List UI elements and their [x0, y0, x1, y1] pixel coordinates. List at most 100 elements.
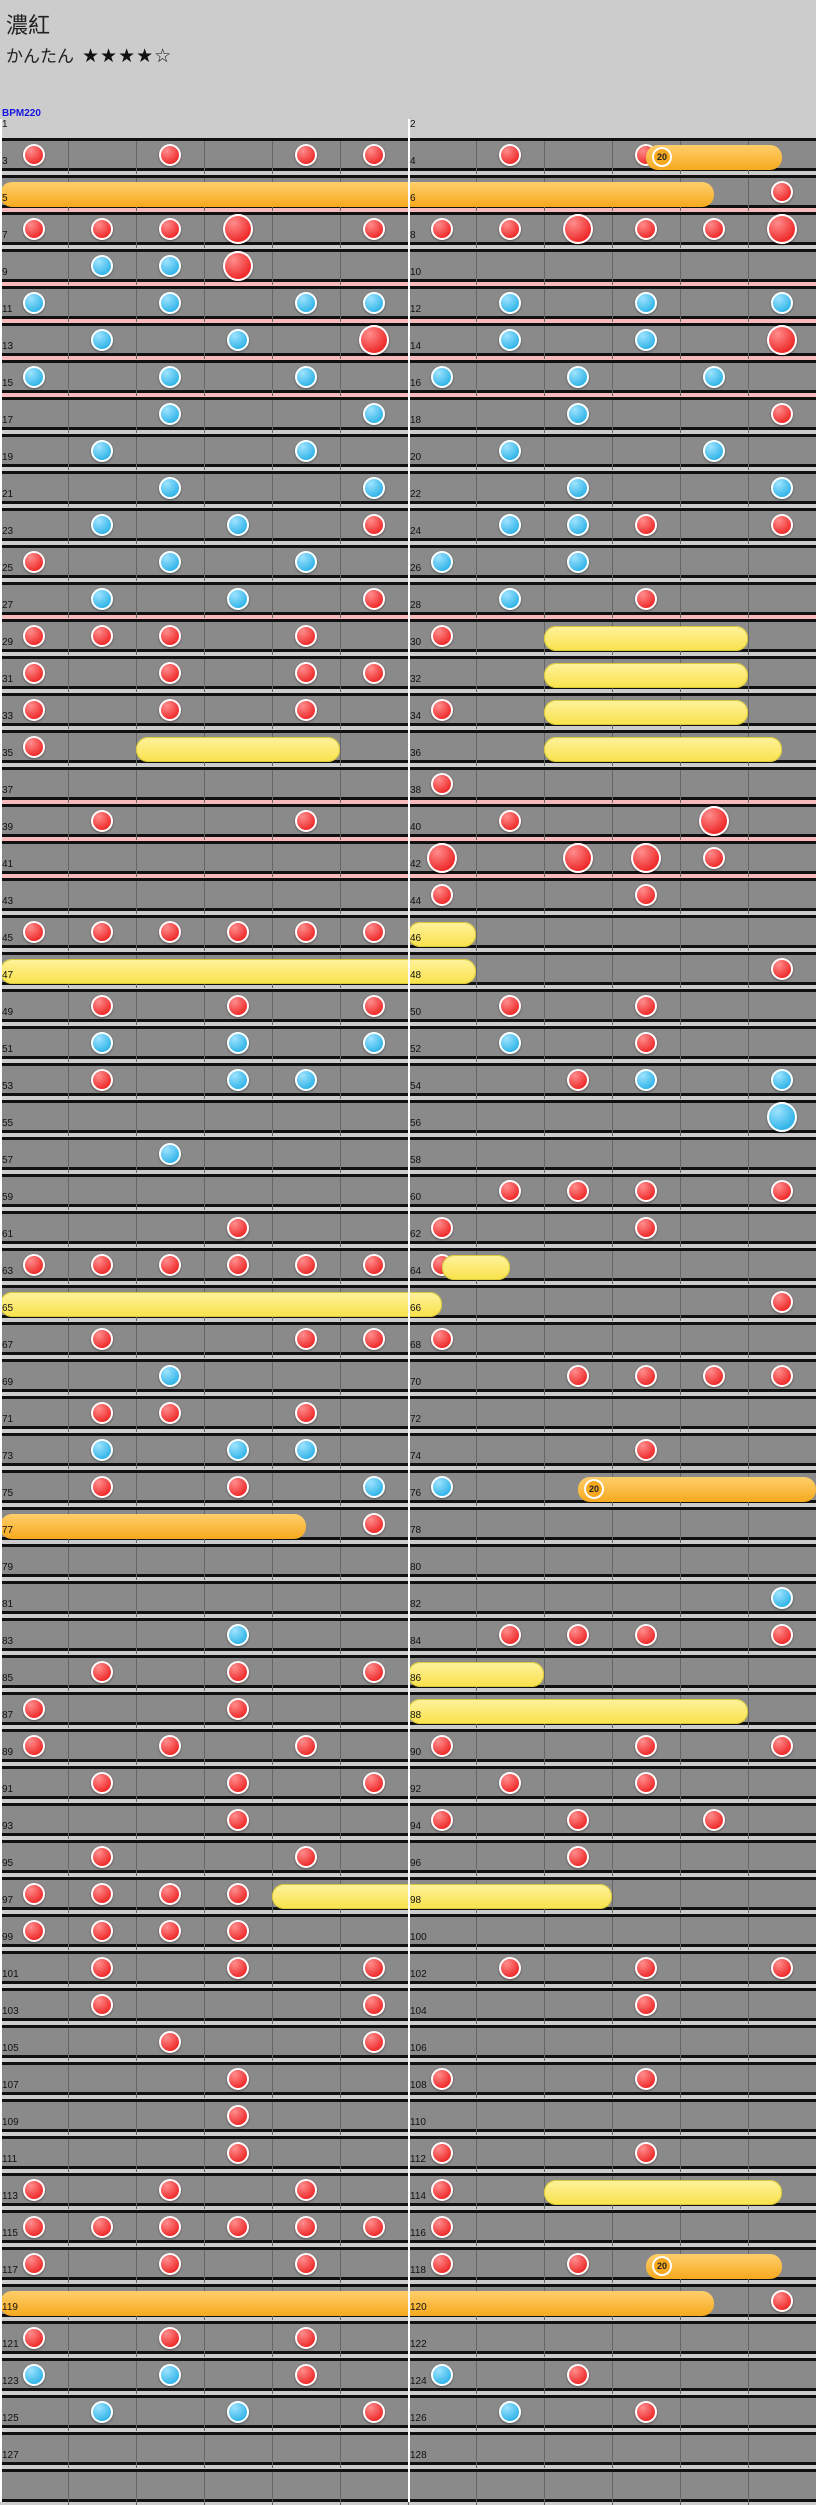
red-note-small[interactable] [431, 1735, 453, 1757]
red-note-big[interactable] [767, 325, 797, 355]
red-note-small[interactable] [771, 2290, 793, 2312]
red-note-small[interactable] [499, 995, 521, 1017]
red-note-small[interactable] [227, 2105, 249, 2127]
red-note-small[interactable] [363, 1772, 385, 1794]
red-note-big[interactable] [223, 214, 253, 244]
blue-note-small[interactable] [431, 1476, 453, 1498]
red-note-small[interactable] [771, 1365, 793, 1387]
red-note-small[interactable] [227, 1957, 249, 1979]
drumroll-note-yellow[interactable] [408, 1699, 748, 1724]
blue-note-small[interactable] [295, 1439, 317, 1461]
red-note-small[interactable] [295, 1328, 317, 1350]
red-note-small[interactable] [159, 1735, 181, 1757]
blue-note-small[interactable] [159, 366, 181, 388]
red-note-small[interactable] [431, 625, 453, 647]
red-note-small[interactable] [431, 773, 453, 795]
red-note-small[interactable] [363, 218, 385, 240]
blue-note-small[interactable] [227, 1624, 249, 1646]
red-note-small[interactable] [431, 1217, 453, 1239]
blue-note-small[interactable] [635, 292, 657, 314]
red-note-small[interactable] [295, 1846, 317, 1868]
red-note-small[interactable] [91, 2216, 113, 2238]
blue-note-small[interactable] [159, 255, 181, 277]
red-note-small[interactable] [159, 2253, 181, 2275]
blue-note-small[interactable] [159, 1365, 181, 1387]
red-note-small[interactable] [567, 1069, 589, 1091]
blue-note-small[interactable] [91, 255, 113, 277]
red-note-small[interactable] [771, 1624, 793, 1646]
drumroll-note-yellow[interactable] [544, 737, 782, 762]
red-note-small[interactable] [703, 1365, 725, 1387]
blue-note-small[interactable] [567, 403, 589, 425]
red-note-small[interactable] [159, 1920, 181, 1942]
drumroll-note-orange[interactable]: 20 [578, 1477, 816, 1502]
red-note-small[interactable] [159, 699, 181, 721]
drumroll-note-yellow[interactable] [0, 1292, 442, 1317]
drumroll-note-orange[interactable]: 20 [646, 145, 782, 170]
red-note-small[interactable] [431, 218, 453, 240]
red-note-small[interactable] [703, 847, 725, 869]
red-note-small[interactable] [771, 1291, 793, 1313]
red-note-small[interactable] [431, 2253, 453, 2275]
red-note-small[interactable] [159, 625, 181, 647]
blue-note-small[interactable] [227, 1439, 249, 1461]
blue-note-small[interactable] [703, 440, 725, 462]
red-note-small[interactable] [159, 921, 181, 943]
red-note-big[interactable] [631, 843, 661, 873]
blue-note-small[interactable] [771, 292, 793, 314]
red-note-small[interactable] [91, 1069, 113, 1091]
blue-note-small[interactable] [635, 329, 657, 351]
red-note-small[interactable] [23, 1735, 45, 1757]
red-note-small[interactable] [635, 218, 657, 240]
red-note-small[interactable] [227, 1254, 249, 1276]
red-note-small[interactable] [227, 921, 249, 943]
blue-note-small[interactable] [363, 403, 385, 425]
red-note-small[interactable] [23, 2253, 45, 2275]
red-note-small[interactable] [295, 810, 317, 832]
blue-note-small[interactable] [23, 292, 45, 314]
red-note-small[interactable] [91, 218, 113, 240]
red-note-small[interactable] [363, 144, 385, 166]
red-note-small[interactable] [771, 1180, 793, 1202]
red-note-small[interactable] [635, 1957, 657, 1979]
red-note-big[interactable] [699, 806, 729, 836]
blue-note-small[interactable] [159, 1143, 181, 1165]
red-note-small[interactable] [91, 1994, 113, 2016]
red-note-small[interactable] [159, 1254, 181, 1276]
blue-note-small[interactable] [499, 2401, 521, 2423]
red-note-small[interactable] [91, 1661, 113, 1683]
red-note-small[interactable] [363, 2031, 385, 2053]
red-note-small[interactable] [91, 1254, 113, 1276]
blue-note-small[interactable] [295, 440, 317, 462]
red-note-small[interactable] [431, 1328, 453, 1350]
blue-note-small[interactable] [159, 2364, 181, 2386]
red-note-small[interactable] [295, 2327, 317, 2349]
blue-note-small[interactable] [227, 2401, 249, 2423]
red-note-small[interactable] [159, 218, 181, 240]
blue-note-small[interactable] [567, 477, 589, 499]
red-note-small[interactable] [363, 921, 385, 943]
blue-note-small[interactable] [91, 1032, 113, 1054]
red-note-small[interactable] [431, 699, 453, 721]
red-note-small[interactable] [771, 958, 793, 980]
red-note-small[interactable] [23, 218, 45, 240]
red-note-small[interactable] [363, 1254, 385, 1276]
red-note-small[interactable] [363, 2216, 385, 2238]
red-note-small[interactable] [159, 2179, 181, 2201]
blue-note-small[interactable] [567, 366, 589, 388]
red-note-small[interactable] [91, 1920, 113, 1942]
red-note-small[interactable] [363, 1513, 385, 1535]
red-note-small[interactable] [635, 1365, 657, 1387]
red-note-small[interactable] [499, 144, 521, 166]
blue-note-small[interactable] [91, 440, 113, 462]
red-note-small[interactable] [499, 1180, 521, 1202]
red-note-small[interactable] [499, 810, 521, 832]
red-note-small[interactable] [227, 995, 249, 1017]
red-note-small[interactable] [227, 2142, 249, 2164]
red-note-small[interactable] [227, 1772, 249, 1794]
red-note-small[interactable] [431, 2179, 453, 2201]
red-note-small[interactable] [227, 2068, 249, 2090]
blue-note-small[interactable] [499, 329, 521, 351]
blue-note-small[interactable] [499, 514, 521, 536]
drumroll-note-yellow[interactable] [442, 1255, 510, 1280]
